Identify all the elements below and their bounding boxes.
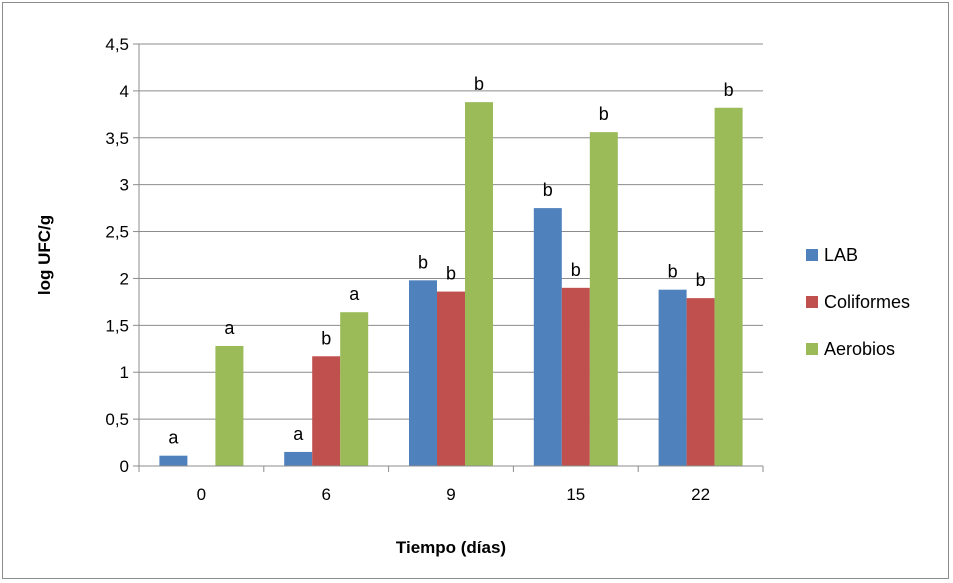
bar-aerobios xyxy=(714,107,743,466)
data-label: b xyxy=(418,252,428,272)
bar-aerobios xyxy=(215,345,244,466)
bar-lab xyxy=(409,280,437,466)
legend-label: Aerobios xyxy=(824,339,895,359)
bar-lab xyxy=(284,451,313,466)
y-tick-label: 4 xyxy=(120,82,129,101)
bar-aerobios xyxy=(340,312,369,466)
bars xyxy=(159,102,743,467)
bar-lab xyxy=(533,208,562,466)
data-label: b xyxy=(543,180,553,200)
y-tick-label: 0,5 xyxy=(105,410,129,429)
data-label: b xyxy=(474,74,484,94)
data-label: a xyxy=(168,428,179,448)
data-label: b xyxy=(446,264,456,284)
y-tick-label: 0 xyxy=(120,457,129,476)
x-tick-label: 6 xyxy=(321,485,330,504)
y-tick-label: 2,5 xyxy=(105,223,129,242)
y-tick-label: 1,5 xyxy=(105,316,129,335)
bar-coliformes xyxy=(437,291,465,466)
legend-swatch xyxy=(806,296,818,308)
bar-coliformes xyxy=(312,356,341,466)
bar-lab xyxy=(658,289,687,466)
x-tick-label: 0 xyxy=(197,485,206,504)
x-tick-label: 22 xyxy=(691,485,710,504)
y-tick-label: 2 xyxy=(120,269,129,288)
bar-aerobios xyxy=(589,132,618,466)
y-tick-label: 1 xyxy=(120,363,129,382)
y-axis-title: log UFC/g xyxy=(35,215,54,295)
data-label: a xyxy=(293,424,304,444)
legend: LAB Coliformes Aerobios xyxy=(806,245,910,359)
legend-swatch xyxy=(806,343,818,355)
data-label: b xyxy=(696,270,706,290)
bar-lab xyxy=(159,455,188,466)
y-tick-label: 3,5 xyxy=(105,129,129,148)
legend-swatch xyxy=(806,249,818,261)
data-label: b xyxy=(321,328,331,348)
y-tick-label: 4,5 xyxy=(105,35,129,54)
legend-label: Coliformes xyxy=(824,292,910,312)
data-label: a xyxy=(224,318,235,338)
bar-coliformes xyxy=(686,298,715,466)
y-tick-labels: 0 0,5 1 1,5 2 2,5 3 3,5 4 4,5 xyxy=(105,35,129,476)
bar-aerobios xyxy=(465,102,493,467)
data-label: b xyxy=(599,104,609,124)
x-tick-label: 15 xyxy=(566,485,585,504)
data-label: a xyxy=(349,284,360,304)
data-label: b xyxy=(571,260,581,280)
y-tick-label: 3 xyxy=(120,176,129,195)
legend-label: LAB xyxy=(824,245,858,265)
axes xyxy=(138,44,764,472)
data-label: b xyxy=(724,80,734,100)
x-axis-title: Tiempo (días) xyxy=(396,538,506,557)
data-label: b xyxy=(668,262,678,282)
x-tick-label: 9 xyxy=(446,485,455,504)
x-tick-labels: 0 6 9 15 22 xyxy=(197,485,710,504)
bar-coliformes xyxy=(561,287,590,466)
